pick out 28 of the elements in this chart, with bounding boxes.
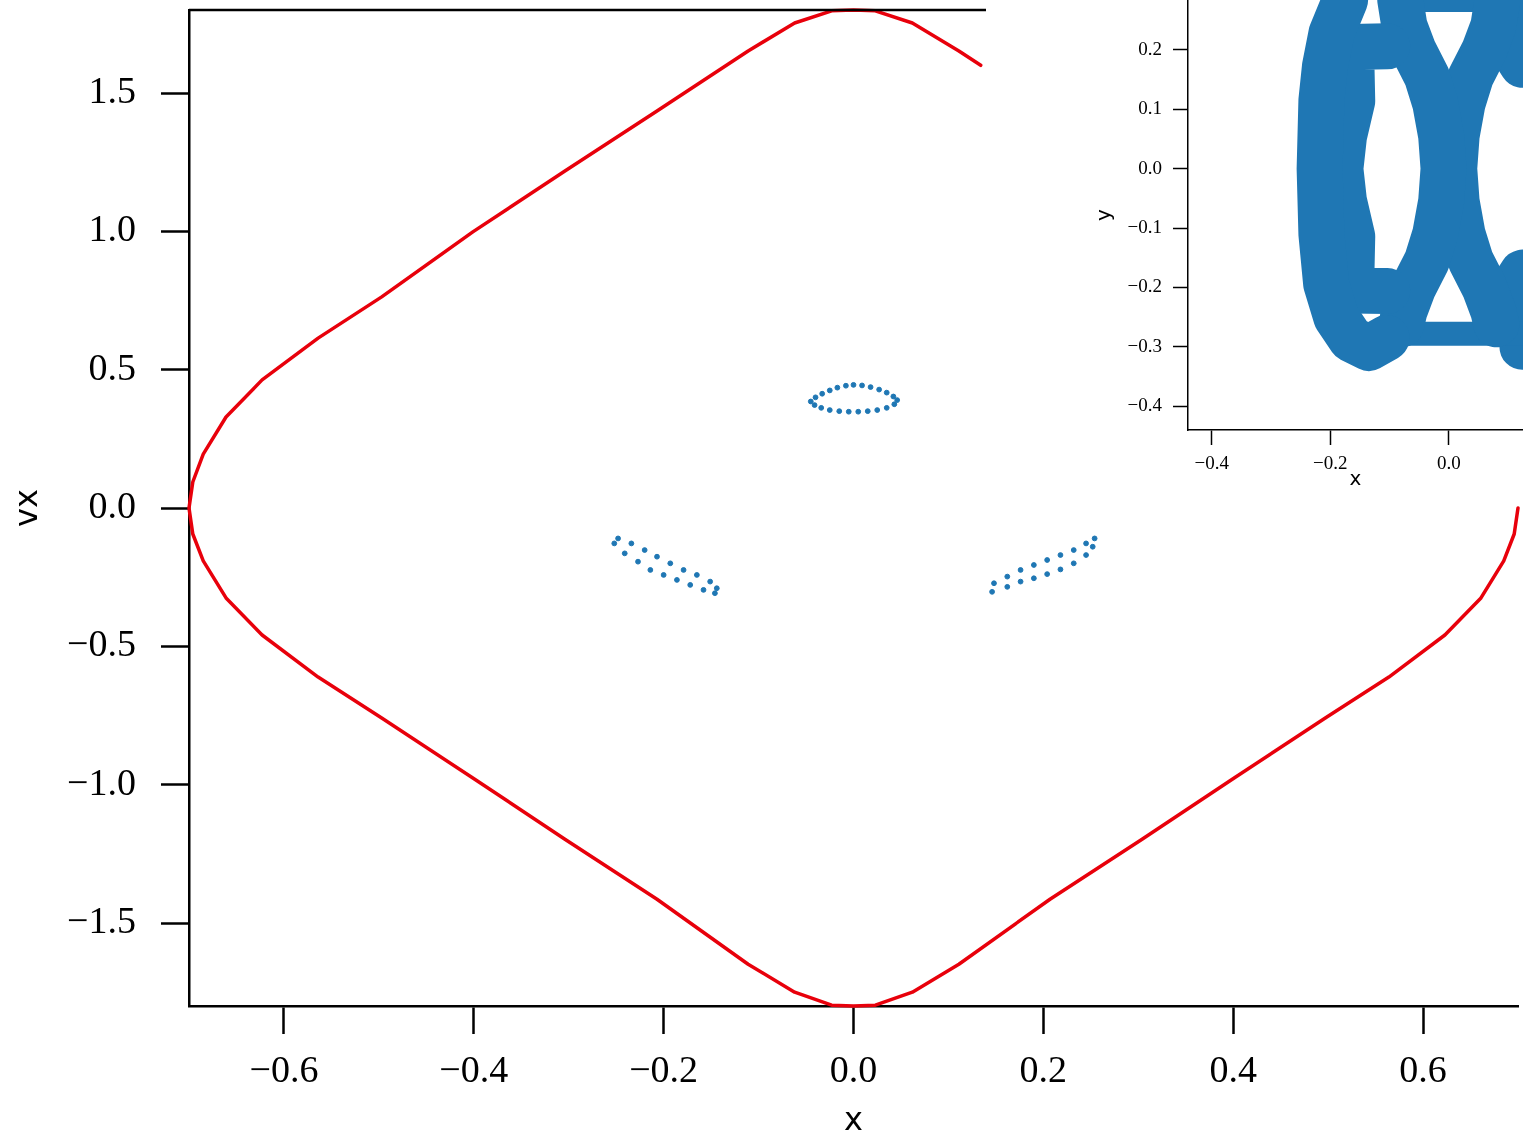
- y-tick-label: −1.5: [67, 898, 136, 941]
- x-tick-label: 0.6: [1399, 1047, 1447, 1090]
- y-axis-title: y: [1091, 208, 1116, 221]
- y-tick-label: −0.5: [67, 622, 136, 665]
- y-axis-title: vx: [6, 489, 45, 527]
- x-tick-label: 0.0: [1437, 452, 1461, 474]
- y-tick-label: 0.1: [1138, 97, 1162, 119]
- y-tick-label: −0.1: [1127, 216, 1162, 238]
- x-tick-label: −0.6: [249, 1047, 319, 1090]
- x-tick-label: −0.2: [1313, 452, 1348, 474]
- x-tick-label: 0.0: [829, 1047, 878, 1090]
- x-tick-label: 0.2: [1019, 1047, 1068, 1090]
- y-tick-label: −0.2: [1127, 275, 1162, 297]
- x-tick-label: −0.2: [629, 1047, 699, 1090]
- y-tick-label: −1.0: [67, 760, 136, 803]
- y-tick-label: 0.5: [88, 345, 136, 388]
- y-tick-label: 0.2: [1138, 37, 1162, 59]
- x-tick-label: −0.4: [439, 1047, 509, 1090]
- x-tick-label: −0.4: [1194, 452, 1230, 474]
- x-axis-title: x: [1349, 466, 1362, 491]
- y-tick-label: 0.0: [88, 483, 136, 526]
- y-tick-label: 1.5: [88, 68, 136, 111]
- y-tick-label: 0.0: [1138, 156, 1162, 178]
- x-axis-title: x: [844, 1100, 863, 1139]
- y-tick-label: −0.4: [1127, 394, 1163, 416]
- y-tick-label: −0.3: [1127, 334, 1162, 356]
- y-tick-label: 1.0: [88, 207, 136, 250]
- x-tick-label: 0.4: [1209, 1047, 1257, 1090]
